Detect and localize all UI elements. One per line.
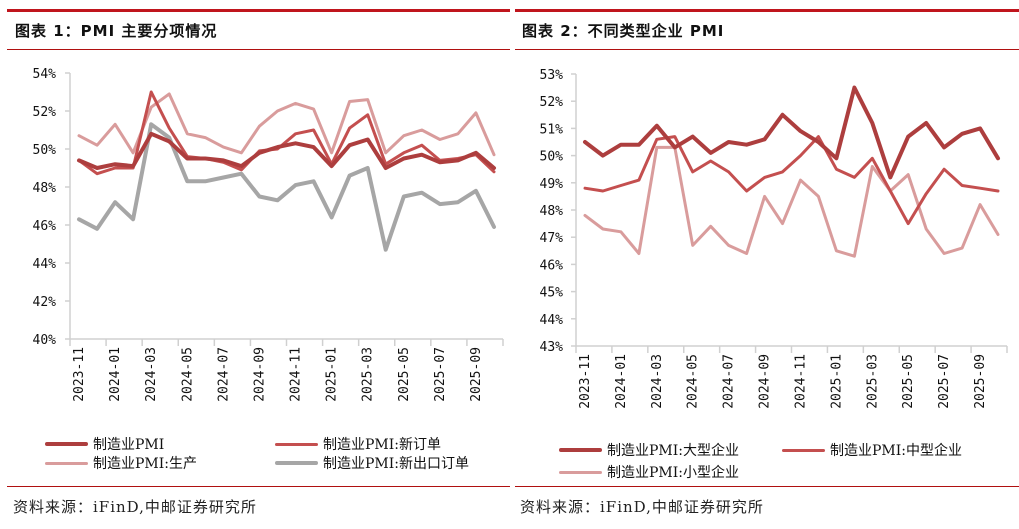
chart2-x-tick-label: 2025-09: [973, 354, 988, 409]
right-top-accent-bar: [515, 9, 1019, 12]
chart1-y-tick-label: 46%: [33, 219, 57, 234]
chart1-x-tick-label: 2024-09: [252, 347, 267, 402]
chart1-y-tick-label: 52%: [33, 105, 57, 120]
chart2-y-tick-label: 53%: [540, 68, 564, 83]
chart1-x-tick-label: 2023-11: [72, 347, 87, 402]
chart2-x-tick-label: 2025-01: [829, 354, 844, 409]
chart2-y-tick-label: 48%: [540, 204, 564, 219]
chart1-y-tick-label: 50%: [33, 143, 57, 158]
chart1-source-note: 资料来源：iFinD,中邮证券研究所: [13, 498, 257, 516]
chart2-legend-item-large: 制造业PMI:大型企业: [559, 440, 739, 460]
chart1-y-tick-label: 48%: [33, 181, 57, 196]
chart1-x-tick-label: 2024-01: [108, 347, 123, 402]
chart2-y-tick-label: 46%: [540, 258, 564, 273]
chart2-y-tick-label: 50%: [540, 150, 564, 165]
chart1-x-tick-label: 2025-03: [361, 347, 376, 402]
chart2-series-line-制造业PMI:大型企业: [583, 85, 1000, 180]
chart2-legend-item-small: 制造业PMI:小型企业: [559, 462, 739, 482]
chart2-x-tick-label: 2025-07: [937, 354, 952, 409]
legend-swatch: [559, 448, 602, 452]
legend-label: 制造业PMI:小型企业: [607, 465, 740, 481]
chart2-x-tick-label: 2024-11: [793, 354, 808, 409]
legend-swatch: [45, 442, 88, 446]
chart2-x-tick-label: 2024-05: [686, 354, 701, 409]
chart2-x-tick-label: 2024-03: [650, 354, 665, 409]
chart1-title-divider: [7, 49, 510, 50]
legend-label: 制造业PMI:大型企业: [607, 443, 740, 459]
legend-swatch: [45, 461, 88, 465]
chart2-y-tick-label: 44%: [540, 313, 564, 328]
legend-swatch: [275, 442, 318, 446]
chart2-y-tick-label: 49%: [540, 177, 564, 192]
chart1-source-divider: [7, 486, 510, 487]
chart2-y-tick-label: 51%: [540, 122, 564, 137]
legend-swatch: [782, 448, 825, 452]
chart2-y-tick-label: 52%: [540, 95, 564, 110]
chart1-legend-item-production: 制造业PMI:生产: [45, 453, 197, 473]
legend-label: 制造业PMI:中型企业: [830, 443, 963, 459]
chart1-series-line-制造业PMI:生产: [77, 92, 496, 157]
chart1-x-tick-label: 2025-01: [325, 347, 340, 402]
chart1-x-tick-label: 2024-03: [144, 347, 159, 402]
legend-label: 制造业PMI:新订单: [323, 437, 442, 453]
chart1-legend-item-pmi: 制造业PMI: [45, 434, 164, 454]
chart1-x-tick-label: 2025-07: [433, 347, 448, 402]
legend-swatch: [275, 461, 318, 465]
legend-swatch: [559, 470, 602, 474]
chart1-x-tick-label: 2024-07: [216, 347, 231, 402]
chart2-title-divider: [515, 49, 1019, 50]
chart1-y-tick-label: 42%: [33, 295, 57, 310]
chart1-title: 图表 1：PMI 主要分项情况: [15, 22, 218, 40]
chart2-x-tick-label: 2024-07: [722, 354, 737, 409]
chart2-x-tick-label: 2025-05: [901, 354, 916, 409]
chart1-series-line-制造业PMI: [77, 131, 496, 170]
chart2-series-line-制造业PMI:中型企业: [583, 135, 1000, 226]
chart2-y-tick-label: 43%: [540, 340, 564, 355]
chart2-x-tick-label: 2024-09: [758, 354, 773, 409]
chart1-x-tick-label: 2024-05: [180, 347, 195, 402]
chart1-y-tick-label: 44%: [33, 257, 57, 272]
chart2-source-note: 资料来源：iFinD,中邮证券研究所: [520, 498, 764, 516]
chart2-source-divider: [515, 486, 1019, 487]
chart2-x-tick-label: 2023-11: [578, 354, 593, 409]
chart1-x-tick-label: 2025-09: [469, 347, 484, 402]
chart1-legend-item-new-orders: 制造业PMI:新订单: [275, 434, 441, 454]
chart2-x-tick-label: 2024-01: [614, 354, 629, 409]
chart1-y-tick-label: 54%: [33, 67, 57, 82]
legend-label: 制造业PMI: [93, 437, 165, 453]
chart2-y-tick-label: 45%: [540, 286, 564, 301]
chart2-legend-item-medium: 制造业PMI:中型企业: [782, 440, 962, 460]
legend-label: 制造业PMI:生产: [93, 456, 198, 472]
chart2-x-tick-label: 2025-03: [865, 354, 880, 409]
chart1-y-tick-label: 40%: [33, 333, 57, 348]
chart2-title: 图表 2：不同类型企业 PMI: [522, 22, 725, 40]
left-top-accent-bar: [7, 9, 510, 12]
chart1-series-line-制造业PMI:新订单: [77, 90, 496, 176]
chart1-x-tick-label: 2025-05: [397, 347, 412, 402]
chart2-series-line-制造业PMI:小型企业: [583, 145, 1000, 258]
legend-label: 制造业PMI:新出口订单: [323, 456, 470, 472]
chart1-legend-item-new-export-orders: 制造业PMI:新出口订单: [275, 453, 469, 473]
chart2-y-tick-label: 47%: [540, 231, 564, 246]
chart1-x-tick-label: 2024-11: [289, 347, 304, 402]
